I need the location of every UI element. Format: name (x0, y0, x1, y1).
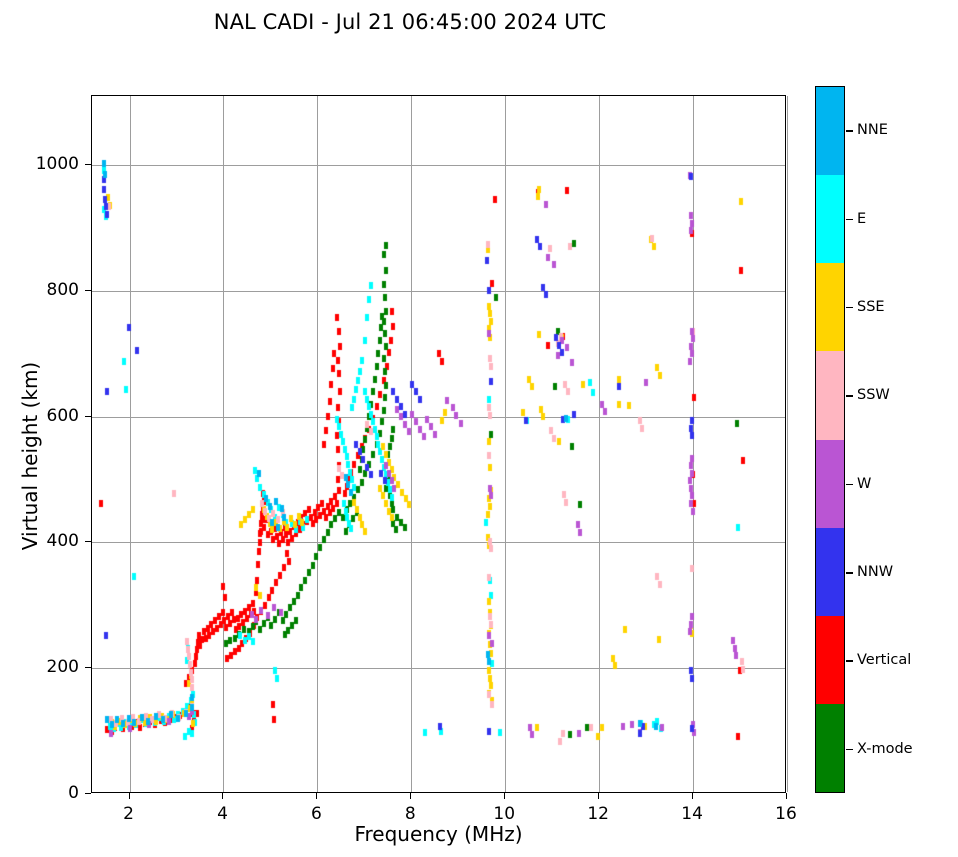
colorbar-segment-e (816, 175, 844, 264)
x-axis-title: Frequency (MHz) (354, 822, 523, 846)
x-tick (316, 793, 318, 799)
y-tick-label: 400 (46, 531, 79, 552)
y-tick-label: 1000 (35, 154, 79, 175)
x-tick-label: 12 (587, 804, 609, 824)
y-tick (85, 164, 91, 166)
colorbar-segment-x-mode (816, 703, 844, 792)
y-axis-title: Virtual height (km) (18, 361, 42, 551)
colorbar-segment-ssw (816, 351, 844, 440)
colorbar-segment-nnw (816, 527, 844, 616)
x-tick-label: 16 (775, 804, 797, 824)
y-tick (85, 289, 91, 291)
x-tick (504, 793, 506, 799)
colorbar-tick (846, 748, 853, 751)
y-tick-label: 600 (46, 405, 79, 426)
figure-title: NAL CADI - Jul 21 06:45:00 2024 UTC (213, 10, 607, 34)
x-tick-label: 2 (123, 804, 134, 824)
colorbar-segment-sse (816, 263, 844, 352)
x-tick-label: 8 (404, 804, 416, 824)
y-tick-label: 800 (46, 279, 79, 300)
colorbar-label-sse: SSE (857, 298, 885, 315)
colorbar-segment-nne (816, 87, 844, 176)
scatter-data-layer (92, 96, 787, 794)
colorbar-tick (846, 483, 853, 486)
colorbar (815, 86, 845, 793)
colorbar-label-e: E (857, 210, 867, 227)
y-tick-label: 0 (68, 783, 79, 803)
colorbar-label-x-mode: X-mode (857, 740, 913, 757)
y-tick (85, 793, 91, 794)
x-tick-label: 6 (310, 804, 322, 824)
x-tick (598, 793, 600, 799)
x-tick (222, 793, 224, 799)
plot-area (91, 95, 788, 794)
gridline-vertical (787, 96, 788, 792)
x-tick (786, 793, 787, 799)
x-tick (410, 793, 412, 799)
x-tick (128, 793, 130, 799)
y-tick (85, 415, 91, 417)
y-tick-label: 200 (46, 657, 79, 678)
colorbar-label-ssw: SSW (857, 387, 890, 404)
x-tick-label: 14 (681, 804, 703, 824)
colorbar-label-nne: NNE (857, 122, 888, 139)
colorbar-label-vertical: Vertical (857, 652, 912, 669)
y-tick (85, 667, 91, 669)
colorbar-label-w: W (857, 475, 872, 492)
colorbar-tick (846, 306, 853, 309)
y-tick (85, 541, 91, 543)
colorbar-tick (846, 218, 853, 221)
x-tick-label: 4 (217, 804, 228, 824)
colorbar-segment-vertical (816, 615, 844, 704)
colorbar-tick (846, 660, 853, 662)
x-tick-label: 10 (493, 804, 516, 824)
colorbar-tick (846, 130, 853, 132)
colorbar-tick (846, 572, 853, 574)
colorbar-tick (846, 395, 853, 397)
x-tick (692, 793, 694, 799)
colorbar-label-nnw: NNW (857, 564, 894, 581)
colorbar-segment-w (816, 439, 844, 528)
